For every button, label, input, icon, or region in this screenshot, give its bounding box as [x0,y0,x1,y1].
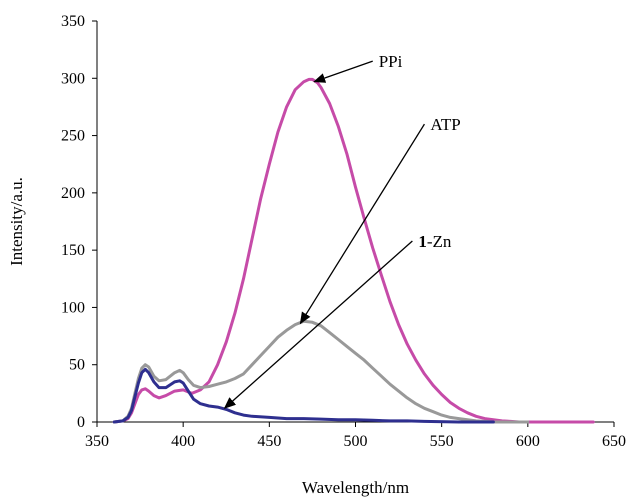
y-tick-label: 300 [61,70,85,87]
y-tick-label: 150 [61,242,85,259]
y-tick-label: 50 [69,357,85,374]
x-tick-label: 650 [602,433,626,450]
annotation-label-1-zn: 1-Zn [418,232,452,251]
y-tick-label: 250 [61,128,85,145]
y-tick-label: 350 [61,13,85,30]
x-tick-label: 550 [430,433,454,450]
y-tick-label: 0 [77,414,85,431]
x-tick-label: 600 [516,433,540,450]
series-line-ppi [112,77,595,424]
axes [96,21,614,423]
annotations: PPi ATP 1-Zn [223,52,461,409]
y-tick-label: 100 [61,299,85,316]
x-tick-label: 450 [257,433,281,450]
annotation-arrow-atp [299,123,425,325]
x-tick-label: 400 [171,433,195,450]
ticks: 0 50 100 150 200 250 300 350 350 400 450 500 550 600 6… [61,13,626,450]
annotation-label-ppi: PPi [379,52,403,71]
x-tick-label: 350 [85,433,109,450]
annotation-arrow-1-zn [223,240,413,409]
x-axis-label: Wavelength/nm [302,478,409,497]
series-line-1-zn [112,367,495,424]
annotation-label-atp: ATP [430,115,460,134]
x-tick-label: 500 [344,433,368,450]
y-tick-label: 200 [61,185,85,202]
y-axis-label: Intensity/a.u. [7,177,26,266]
annotation-arrow-ppi [313,60,373,83]
series-line-atp [112,319,530,424]
series-lines [112,77,595,424]
